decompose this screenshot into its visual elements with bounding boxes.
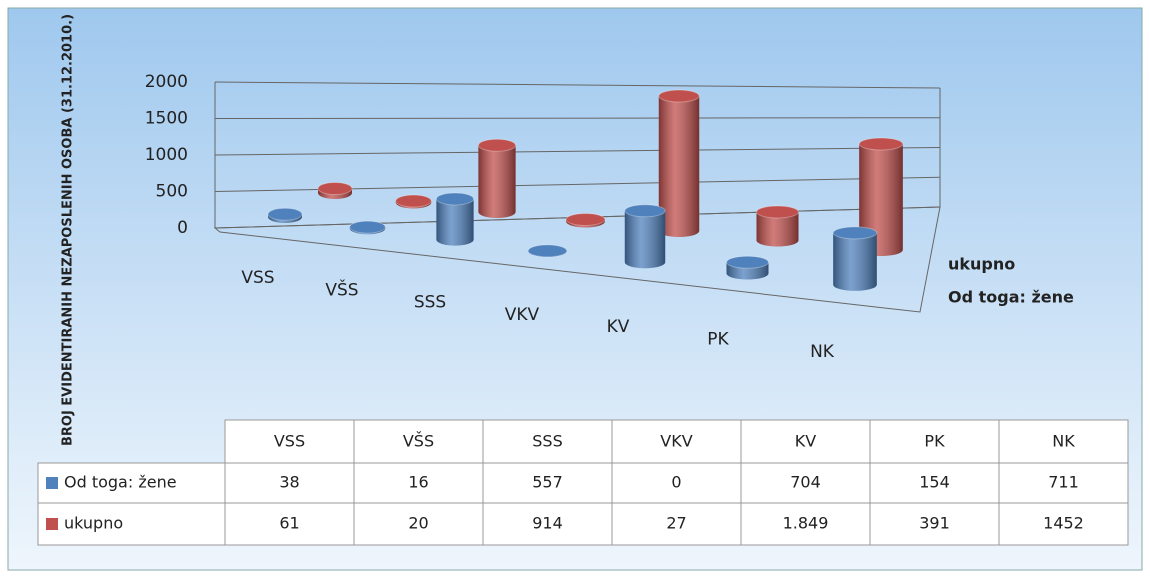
table-cell: 914	[532, 514, 563, 533]
grid-line	[214, 147, 941, 156]
cylinder-shade	[756, 211, 799, 247]
cylinder	[832, 226, 878, 291]
cylinder-shade	[859, 144, 903, 256]
table-cell: 38	[279, 473, 299, 492]
x-tick-label: VSS	[241, 268, 274, 288]
cylinder-top	[267, 207, 303, 221]
cylinder-top	[565, 213, 606, 227]
table-cell: 20	[408, 514, 428, 533]
cylinder-top	[527, 244, 568, 258]
grid-line	[214, 81, 941, 89]
cylinder-top	[756, 205, 799, 219]
cylinder	[435, 192, 475, 246]
cylinder	[349, 220, 386, 235]
cylinder	[756, 205, 799, 247]
table-header: NK	[1052, 432, 1075, 451]
y-tick-label: 500	[156, 182, 188, 202]
cylinder	[624, 204, 666, 269]
table-bg	[37, 462, 1129, 546]
table-header: VŠS	[403, 432, 434, 451]
x-tick-label: KV	[607, 317, 630, 337]
cylinder	[395, 194, 432, 209]
legend-label: ukupno	[948, 255, 1015, 274]
y-tick-label: 1500	[145, 109, 188, 129]
cylinder-top	[858, 137, 904, 151]
cylinder-top	[395, 194, 432, 208]
y-axis-title: BROJ EVIDENTIRANIH NEZAPOSLENIH OSOBA (3…	[61, 14, 76, 446]
cylinder-top	[477, 138, 517, 152]
legend-swatch	[46, 518, 58, 530]
cylinder-top	[658, 89, 700, 103]
table-cell: 16	[408, 473, 428, 492]
x-tick-label: NK	[810, 342, 835, 362]
table-header: PK	[924, 432, 945, 451]
table-header: VKV	[660, 432, 692, 451]
x-tick-label: SSS	[414, 293, 446, 313]
x-tick-label: VKV	[505, 305, 540, 325]
table-cell: 1.849	[783, 514, 829, 533]
table-cell: 61	[279, 514, 299, 533]
table-cell: 711	[1048, 473, 1079, 492]
grid-line	[214, 117, 941, 119]
cylinder-top	[832, 226, 878, 240]
cylinder-shade	[624, 210, 666, 269]
table-cell: 0	[671, 473, 681, 492]
table-header: SSS	[532, 432, 562, 451]
data-table: VSS VŠS SSS VKV KV PK NK Od toga: žene 38 16 557 0 7…	[37, 419, 1129, 546]
table-header: VSS	[274, 432, 305, 451]
table-header: KV	[795, 432, 816, 451]
cylinder	[658, 89, 700, 237]
y-tick-label: 0	[177, 218, 188, 238]
table-cell: 557	[532, 473, 563, 492]
cylinder-top	[726, 255, 769, 269]
cylinder-shade	[658, 96, 700, 237]
cylinder-top	[317, 182, 353, 196]
y-tick-label: 2000	[145, 72, 188, 92]
legend-label: Od toga: žene	[948, 288, 1074, 307]
table-cell: 27	[666, 514, 686, 533]
legend-swatch	[46, 477, 58, 489]
cylinder	[527, 244, 568, 258]
cylinder-top	[349, 220, 386, 234]
cylinder-top	[435, 192, 475, 206]
cylinder	[565, 213, 606, 228]
cylinder-shade	[436, 198, 474, 246]
y-tick-label: 1000	[145, 145, 188, 165]
row-label: ukupno	[64, 514, 123, 533]
table-cell: 704	[790, 473, 821, 492]
table-cell: 391	[919, 514, 950, 533]
row-label: Od toga: žene	[64, 473, 177, 492]
cylinder-top	[624, 204, 666, 218]
cylinder	[477, 138, 517, 218]
cylinder	[858, 137, 904, 256]
x-tick-label: PK	[707, 330, 729, 350]
table-bg	[224, 419, 1129, 464]
x-tick-label: VŠS	[325, 278, 358, 300]
cylinder	[267, 207, 303, 223]
table-cell: 1452	[1043, 514, 1084, 533]
cylinder	[726, 255, 769, 280]
table-cell: 154	[919, 473, 950, 492]
cylinder-shade	[478, 145, 516, 218]
cylinder	[317, 182, 353, 199]
cylinder-shade	[833, 232, 877, 291]
